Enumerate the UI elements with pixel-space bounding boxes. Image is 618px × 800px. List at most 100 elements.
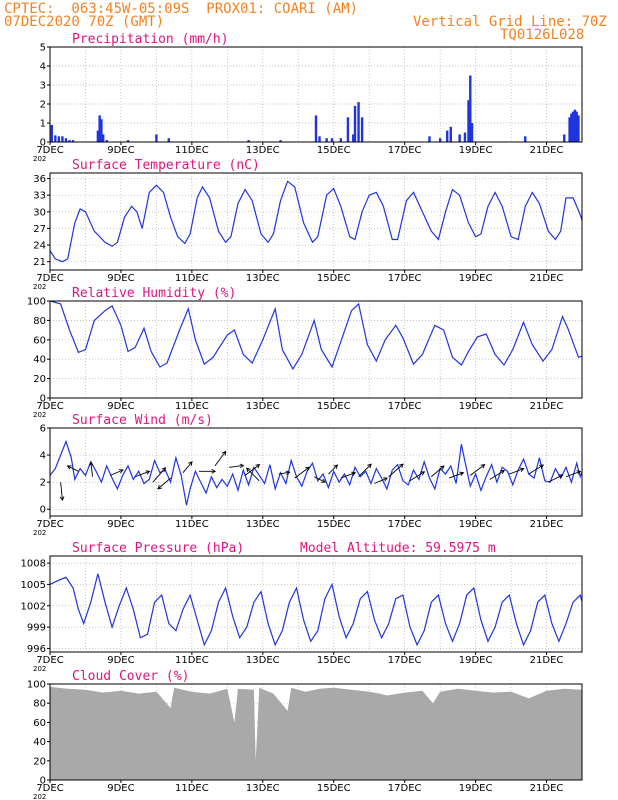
panel-frame <box>49 46 583 143</box>
wind-line <box>50 439 582 506</box>
panel-title: Surface Pressure (hPa) <box>72 541 244 556</box>
wind-arrow <box>509 468 524 475</box>
x-tick-label: 15DEC <box>317 273 351 284</box>
precip-bar <box>50 124 53 142</box>
precip-bar <box>360 117 364 142</box>
wind-arrow <box>528 464 544 475</box>
x-tick-label: 19DEC <box>459 145 493 156</box>
wind-arrow-head <box>420 471 426 476</box>
precip-bar <box>71 140 75 142</box>
x-tick-label: 13DEC <box>246 273 280 284</box>
panel-frame <box>49 172 583 271</box>
y-tick-label: 1 <box>40 119 46 130</box>
precip-bar <box>563 134 566 142</box>
x-tick-label: 11DEC <box>175 519 209 530</box>
wind-arrow <box>60 482 63 501</box>
wind-arrow <box>182 461 193 473</box>
x-tick-label: 21DEC <box>530 401 564 412</box>
humidity-line <box>50 301 582 371</box>
wind-arrow-head <box>66 465 72 470</box>
panel-title: Precipitation (mm/h) <box>72 32 229 47</box>
precip-bar <box>438 138 442 142</box>
wind-arrow-head <box>161 467 167 472</box>
x-tick-label: 9DEC <box>107 145 134 156</box>
x-tick-label: 17DEC <box>388 655 422 666</box>
x-tick-label: 21DEC <box>530 655 564 666</box>
wind-arrow-head <box>285 470 291 476</box>
x-tick-label: 7DEC <box>36 519 63 530</box>
x-tick-label: 15DEC <box>317 655 351 666</box>
y-tick-label: 996 <box>27 644 46 655</box>
x-tick-label: 19DEC <box>459 519 493 530</box>
panel-frame <box>49 555 583 653</box>
y-tick-label: 999 <box>27 623 46 634</box>
wind-arrow <box>448 472 464 479</box>
wind-panel: 0 2 4 6 7DEC 9DEC 11DEC 13DEC 15DEC 17DEC 19DEC 21D… <box>33 413 583 537</box>
wind-arrow-head <box>333 464 339 469</box>
y-tick-label: 24 <box>33 241 46 252</box>
wind-arrow <box>314 476 326 483</box>
x-tick-label: 19DEC <box>459 783 493 794</box>
wind-arrow <box>229 465 244 468</box>
y-tick-label: 0 <box>40 776 46 787</box>
x-tick-label: 11DEC <box>175 401 209 412</box>
precip-bar <box>571 111 575 142</box>
precip-bar <box>54 135 57 142</box>
y-tick-label: 60 <box>33 335 46 346</box>
cloud-cover-panel: 0 20 40 60 80 100 7DEC 9DEC 11DEC 13DEC 15DEC 17DEC… <box>27 669 583 800</box>
panel-title: Surface Wind (m/s) <box>72 413 213 428</box>
x-tick-label: 13DEC <box>246 401 280 412</box>
humidity-panel: 0 20 40 60 80 100 7DEC 9DEC 11DEC 13DEC 15DEC 17DEC… <box>27 286 583 419</box>
precip-bar <box>126 140 130 142</box>
precip-bar <box>279 140 282 142</box>
precip-bar <box>469 75 472 142</box>
y-tick-label: 40 <box>33 737 46 748</box>
precip-bar <box>167 138 171 142</box>
precip-bars <box>50 75 580 142</box>
x-tick-label: 15DEC <box>317 401 351 412</box>
x-tick-label: 9DEC <box>107 783 134 794</box>
x-tick-label: 15DEC <box>317 519 351 530</box>
header-grid-note: Vertical Grid Line: 70Z <box>413 14 607 30</box>
y-tick-label: 4 <box>40 451 46 462</box>
wind-arrow-head <box>500 469 505 475</box>
x-tick-label: 21DEC <box>530 519 564 530</box>
header-line1: CPTEC: 063:45W-05:09S PROX01: COARI (AM) <box>4 1 359 17</box>
header-date: 07DEC2020 70Z (GMT) <box>4 14 165 30</box>
wind-arrow-head <box>351 471 357 477</box>
x-year-label: 202 <box>33 283 46 291</box>
wind-arrow <box>548 474 563 483</box>
y-tick-label: 40 <box>33 355 46 366</box>
y-tick-label: 1008 <box>21 559 46 570</box>
x-tick-label: 15DEC <box>317 783 351 794</box>
precip-bar <box>463 132 467 142</box>
x-tick-label: 11DEC <box>175 783 209 794</box>
precip-bar <box>467 100 470 142</box>
x-year-label: 202 <box>33 529 46 537</box>
wind-arrow-head <box>576 470 582 475</box>
wind-arrow <box>470 464 485 476</box>
header-model-code: TQ0126L028 <box>500 27 585 43</box>
x-tick-label: 13DEC <box>246 783 280 794</box>
wind-arrow-head <box>118 469 124 474</box>
wind-arrow <box>294 466 310 479</box>
precip-bar <box>61 136 64 142</box>
wind-arrow-head <box>188 461 193 466</box>
x-tick-label: 17DEC <box>388 401 422 412</box>
wind-arrow-head <box>211 469 217 474</box>
x-tick-label: 11DEC <box>175 655 209 666</box>
wind-arrow-head <box>321 478 326 483</box>
x-tick-label: 9DEC <box>107 401 134 412</box>
y-tick-label: 1002 <box>21 601 46 612</box>
panel-title: Surface Temperature (nC) <box>72 158 260 173</box>
wind-arrow <box>244 464 260 476</box>
x-tick-label: 9DEC <box>107 273 134 284</box>
precipitation-panel: 0 1 2 3 4 5 7DEC 9DEC 11DEC 13DEC 15DEC 17DEC 19DEC 2… <box>33 32 583 163</box>
precip-bar <box>339 138 343 142</box>
precip-bar <box>352 134 355 142</box>
precip-bar <box>470 123 474 142</box>
precip-bar <box>57 136 61 142</box>
x-tick-label: 17DEC <box>388 783 422 794</box>
y-tick-label: 20 <box>33 756 46 767</box>
x-tick-label: 7DEC <box>36 401 63 412</box>
